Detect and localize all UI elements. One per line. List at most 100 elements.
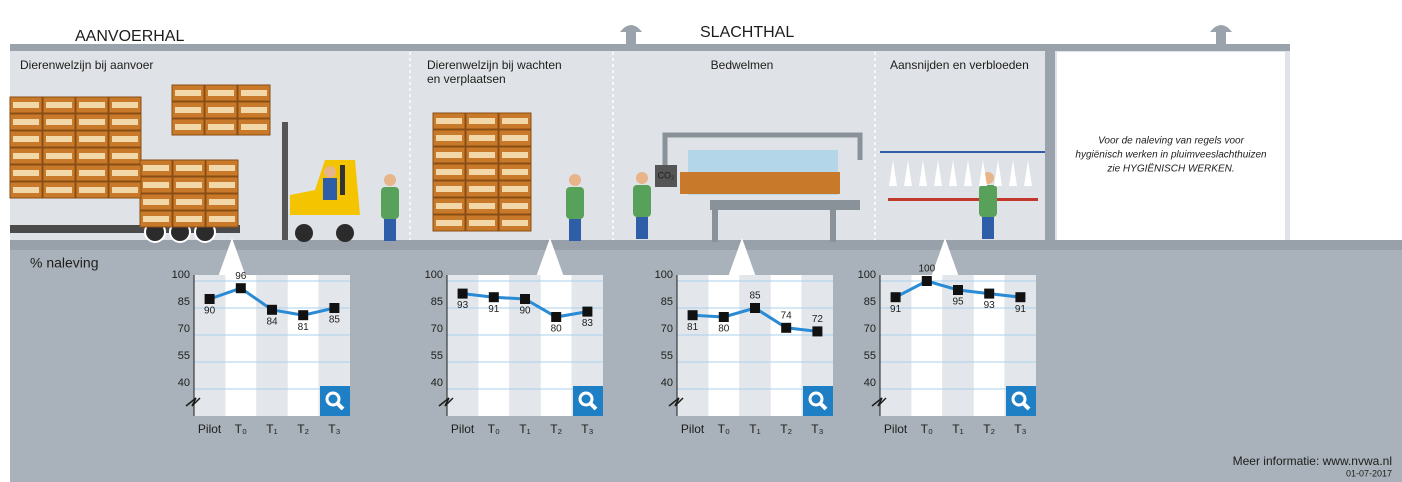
crate-slot [46,102,72,108]
section-title: en verplaatsen [427,72,506,86]
x-tick-label: T₂ [297,422,309,436]
crate-slot [175,107,201,113]
section-title: Dierenwelzijn bij wachten [427,58,562,72]
y-tick-label: 85 [661,296,673,308]
crate-slot [143,199,169,205]
worker-legs [569,219,581,241]
marker [781,323,791,333]
crate-slot [209,216,235,222]
value-label: 81 [687,322,699,333]
crate-slot [436,220,462,226]
floor [10,240,1402,250]
zoom-button[interactable] [320,386,350,416]
crate-slot [208,124,234,130]
crate-slot [241,90,267,96]
x-tick-label: T₃ [581,422,593,436]
y-tick-label: 85 [431,296,443,308]
y-tick-label: 70 [431,323,443,335]
section-title: Dierenwelzijn bij aanvoer [20,58,153,72]
crate-slot [436,203,462,209]
worker-legs [384,219,396,241]
crate-slot [502,220,528,226]
crate-slot [79,119,105,125]
worker-body [566,187,584,219]
crate-slot [13,187,39,193]
x-tick-label: T₂ [780,422,792,436]
y-tick-label: 40 [178,377,190,389]
zoom-button-bg [1006,386,1036,416]
column-band [541,275,572,416]
column-band [708,275,739,416]
crate-slot [436,135,462,141]
zoom-button[interactable] [1006,386,1036,416]
worker-legs [982,217,994,239]
footer-info[interactable]: Meer informatie: www.nvwa.nl [1233,454,1392,468]
value-label: 91 [890,304,902,315]
crate-slot [436,169,462,175]
y-tick-label: 40 [431,377,443,389]
crate-slot [502,203,528,209]
note: Voor de naleving van regels voor [1098,136,1245,147]
value-label: 80 [718,324,730,335]
crate-slot [143,182,169,188]
section-title: Bedwelmen [711,58,774,72]
crate-slot [79,187,105,193]
crate-slot [13,170,39,176]
marker [582,307,592,317]
crate-slot [502,186,528,192]
marker [236,283,246,293]
crate-slot [112,187,138,193]
crate-slot [469,220,495,226]
crate-slot [13,119,39,125]
x-tick-label: T₁ [519,422,530,436]
marker [1015,292,1025,302]
crate-slot [469,118,495,124]
crate-slot [208,107,234,113]
worker-legs [636,217,648,239]
marker [750,303,760,313]
y-tick-label: 85 [178,296,190,308]
value-label: 90 [519,306,531,317]
zoom-button-bg [803,386,833,416]
section-title: Aansnijden en verbloeden [890,58,1029,72]
value-label: 84 [266,316,278,327]
y-tick-label: 70 [178,323,190,335]
crate-slot [469,186,495,192]
crate-slot [79,136,105,142]
y-tick-label: 55 [431,350,443,362]
crate-slot [469,169,495,175]
crate-slot [208,90,234,96]
marker [267,305,277,315]
y-tick-label: 100 [858,269,876,281]
value-label: 91 [488,304,500,315]
value-label: 81 [298,322,310,333]
worker-head [636,172,648,184]
crate-slot [176,216,202,222]
zoom-button[interactable] [573,386,603,416]
x-tick-label: T₂ [550,422,562,436]
crate-slot [502,169,528,175]
value-label: 100 [918,264,935,275]
crate-slot [79,153,105,159]
column-band [771,275,802,416]
machine-label: CO₂ [658,170,676,180]
crate-slot [436,152,462,158]
marker [688,310,698,320]
note: hygiënisch werken in pluimveeslachthuize… [1075,150,1267,161]
y-tick-label: 85 [864,296,876,308]
crate-slot [502,152,528,158]
marker [520,294,530,304]
crate-slot [13,136,39,142]
x-tick-label: T₃ [1014,422,1026,436]
crate-slot [112,119,138,125]
value-label: 96 [235,271,247,282]
column-band [288,275,319,416]
zoom-button-bg [320,386,350,416]
crate-slot [46,153,72,159]
crate-slot [79,170,105,176]
value-label: 74 [781,310,793,321]
value-label: 80 [551,324,563,335]
zoom-button[interactable] [803,386,833,416]
marker [891,292,901,302]
value-label: 85 [749,291,761,302]
